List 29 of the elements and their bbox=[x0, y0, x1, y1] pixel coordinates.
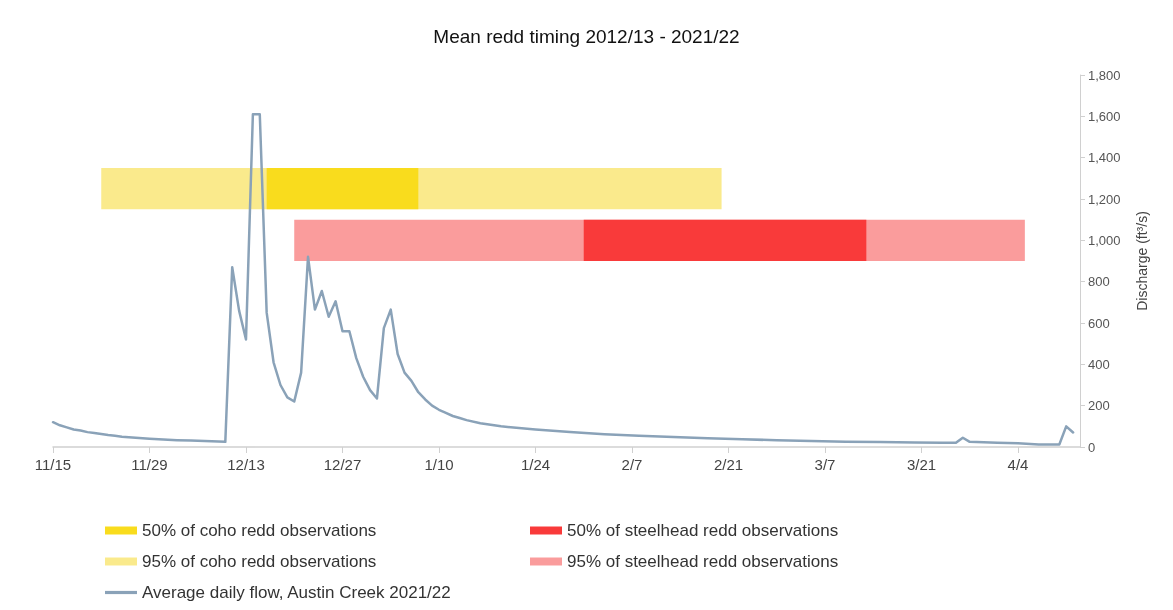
y2-tick-label: 800 bbox=[1088, 274, 1110, 290]
y2-tick-label: 1,400 bbox=[1088, 150, 1121, 166]
x-tick-label: 3/7 bbox=[814, 456, 836, 473]
x-tick-label: 2/21 bbox=[713, 456, 744, 473]
x-tick-label: 12/27 bbox=[323, 456, 362, 473]
line-series bbox=[51, 113, 1075, 446]
y2-tick-label: 1,000 bbox=[1088, 232, 1121, 248]
legend-label: 50% of coho redd observations bbox=[142, 521, 377, 540]
y2-tick-label: 200 bbox=[1088, 398, 1110, 414]
y2-axis-title: Discharge (ft³/s) bbox=[1134, 211, 1150, 311]
legend-label: Average daily flow, Austin Creek 2021/22 bbox=[142, 583, 451, 602]
y2-tick-label: 0 bbox=[1088, 439, 1096, 455]
x-tick-label: 2/7 bbox=[621, 456, 643, 473]
y2-tick-label: 600 bbox=[1088, 315, 1110, 331]
x-tick-label: 1/10 bbox=[424, 456, 454, 473]
legend-label: 95% of coho redd observations bbox=[142, 552, 377, 571]
x-tick-label: 1/24 bbox=[520, 456, 551, 473]
x-tick-label: 3/21 bbox=[906, 456, 937, 473]
legend-label: 50% of steelhead redd observations bbox=[567, 521, 839, 540]
y2-tick-label: 400 bbox=[1088, 356, 1110, 372]
y2-tick-label: 1,200 bbox=[1088, 191, 1121, 207]
y2-tick-label: 1,600 bbox=[1088, 108, 1121, 124]
y2-tick-label: 1,800 bbox=[1088, 67, 1121, 83]
x-tick-label: 4/4 bbox=[1007, 456, 1029, 473]
x-tick-label: 12/13 bbox=[227, 456, 265, 473]
x-tick-label: 11/29 bbox=[131, 456, 168, 473]
legend-label: 95% of steelhead redd observations bbox=[567, 552, 839, 571]
chart-title: Mean redd timing 2012/13 - 2021/22 bbox=[433, 26, 740, 47]
x-tick-label: 11/15 bbox=[34, 456, 72, 473]
